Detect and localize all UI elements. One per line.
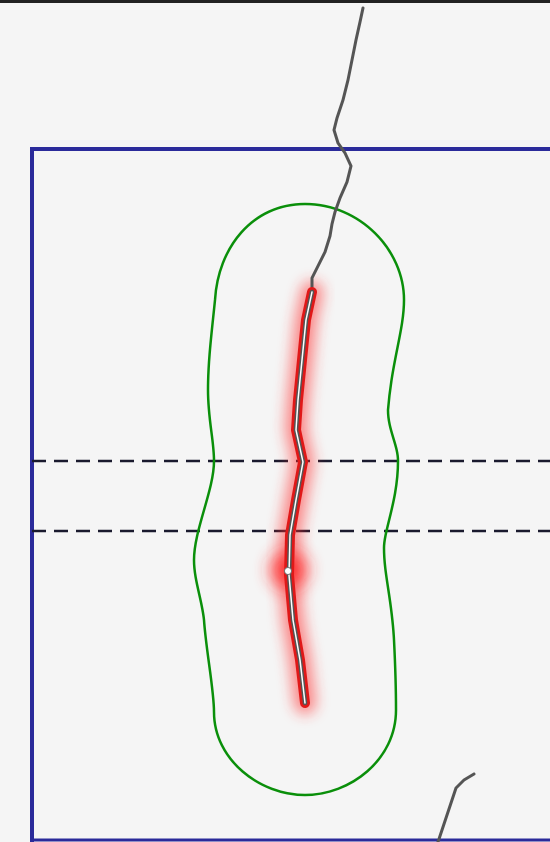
gray-line-lower [436,772,476,842]
frame-border [30,147,550,842]
segment-node [284,567,292,575]
gray-line-upper [310,6,365,294]
segment-core [288,291,313,704]
top-edge-line [0,0,550,3]
green-buffer-outline [192,202,406,797]
